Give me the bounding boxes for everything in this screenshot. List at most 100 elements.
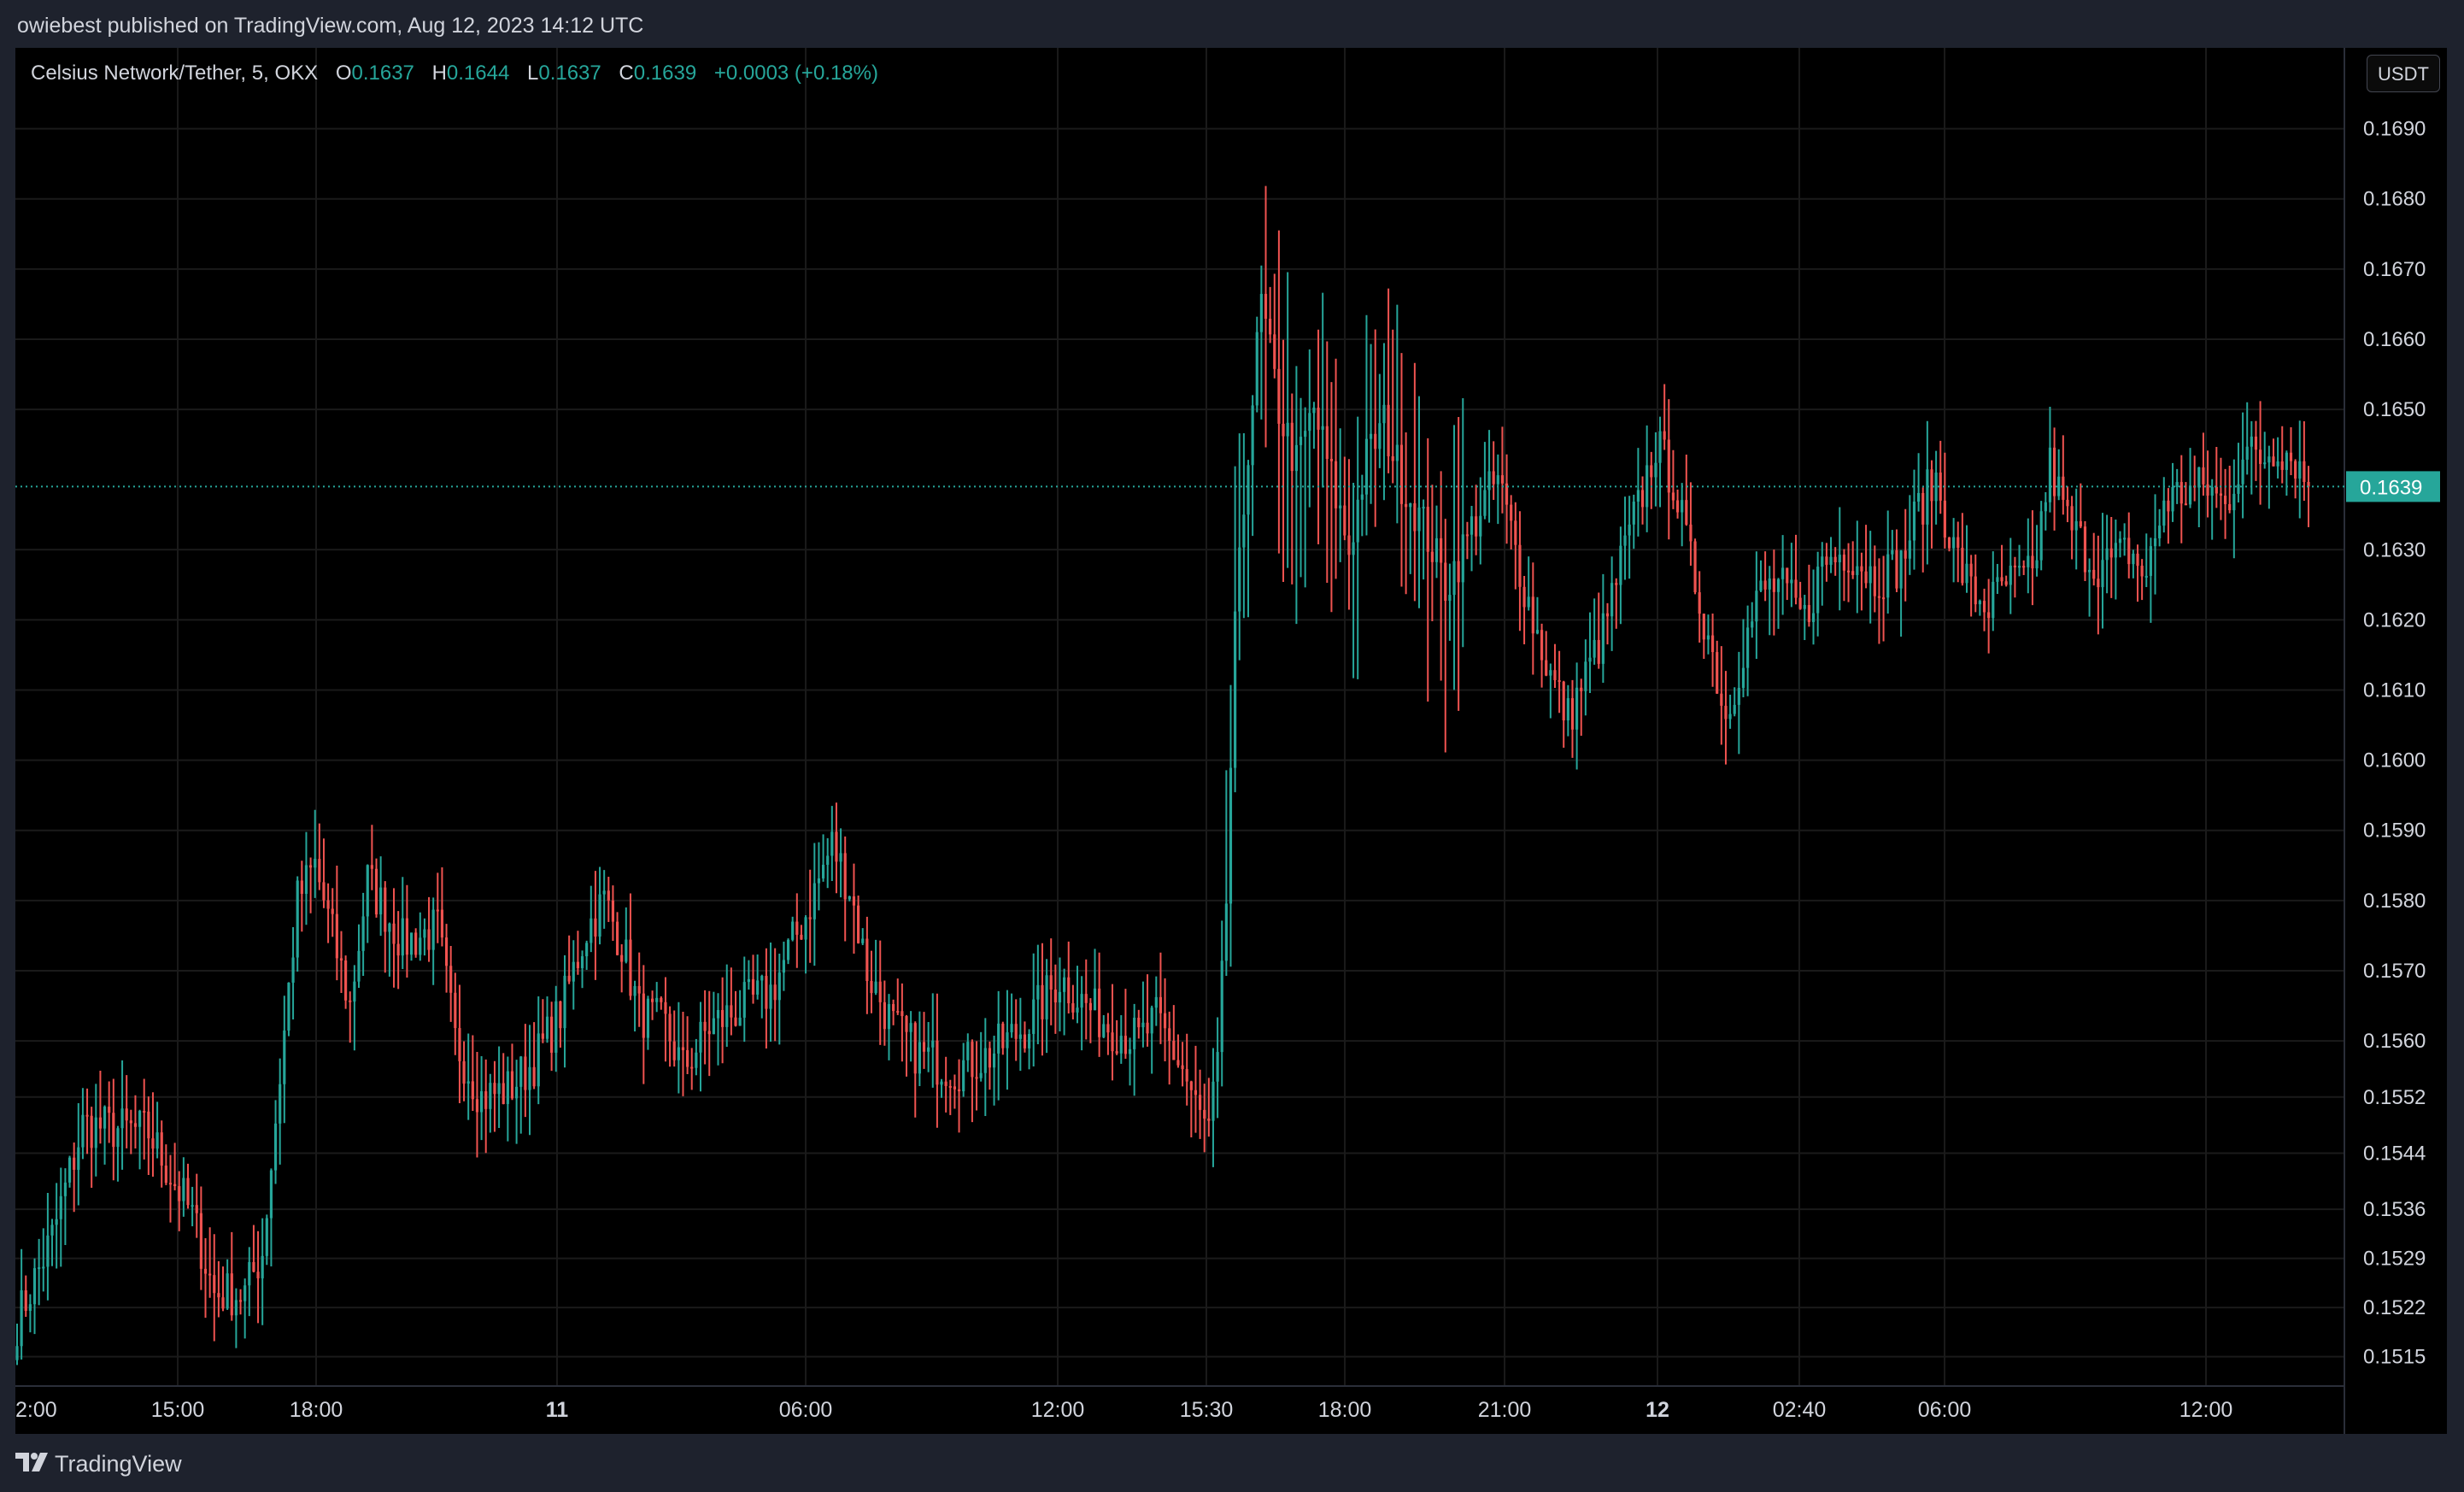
candle-body	[454, 992, 457, 1029]
candle-body	[1141, 1022, 1145, 1028]
candle-body	[594, 918, 597, 937]
candle-body	[519, 1056, 523, 1087]
brand-name[interactable]: TradingView	[55, 1451, 182, 1477]
candle-body	[1798, 597, 1802, 609]
candle-body	[545, 1016, 549, 1039]
candle-body	[1036, 984, 1040, 1000]
candle-body	[686, 1049, 689, 1067]
candle-body	[625, 939, 628, 962]
candle-body	[1224, 903, 1228, 961]
candle-body	[2210, 486, 2214, 496]
candle-body	[1540, 630, 1544, 661]
candle-body	[1650, 465, 1653, 478]
candle-body	[1010, 1024, 1013, 1033]
price-tick-label: 0.1650	[2363, 398, 2426, 421]
candle-body	[966, 1042, 970, 1060]
currency-button[interactable]: USDT	[2367, 55, 2440, 92]
candle-body	[164, 1166, 167, 1184]
candle-body	[1562, 681, 1565, 721]
candle-body	[1930, 469, 1933, 502]
candle-body	[1969, 563, 1973, 577]
candle-body	[1189, 1081, 1193, 1090]
candle-body	[1448, 595, 1452, 602]
candle-body	[2206, 484, 2209, 496]
price-tick-label: 0.1544	[2363, 1142, 2426, 1165]
candle-body	[471, 1081, 474, 1100]
publish-info-bar: owiebest published on TradingView.com, A…	[0, 0, 2464, 48]
candle-body	[409, 932, 414, 955]
candle-body	[1426, 507, 1429, 552]
candle-body	[143, 1111, 146, 1113]
candlestick-chart[interactable]: 0.1690 0.1680 0.1670 0.1660 0.1650 0.1630 0.16…	[15, 48, 2447, 1434]
candle-body	[1347, 535, 1351, 555]
candle-body	[77, 1147, 80, 1170]
candle-body	[690, 1066, 694, 1069]
candle-body	[1952, 537, 1956, 549]
candle-body	[922, 1042, 926, 1052]
candle-body	[1580, 687, 1583, 691]
candle-body	[1886, 554, 1890, 598]
symbol-name[interactable]: Celsius Network/Tether, 5, OKX	[31, 62, 319, 85]
candle-body	[392, 923, 396, 944]
close-label: C	[619, 62, 634, 85]
symbol-legend[interactable]: Celsius Network/Tether, 5, OKX O0.1637 H…	[31, 62, 878, 85]
time-tick-label: 21:00	[1478, 1398, 1532, 1422]
candle-body	[1413, 502, 1417, 532]
candle-body	[1663, 431, 1666, 440]
candle-body	[1444, 562, 1447, 602]
candle-body	[1032, 999, 1035, 1034]
candle-body	[2267, 456, 2271, 463]
time-tick-label: 12	[1646, 1398, 1669, 1422]
candle-body	[133, 1123, 138, 1127]
candle-body	[528, 1066, 531, 1090]
candle-body	[405, 918, 408, 955]
candle-body	[1194, 1090, 1198, 1096]
time-tick-label: 06:00	[779, 1398, 833, 1422]
chart-panel[interactable]: 0.1690 0.1680 0.1670 0.1660 0.1650 0.1630 0.16…	[15, 48, 2447, 1434]
time-tick-label: 18:00	[290, 1398, 343, 1422]
candle-body	[2079, 520, 2082, 527]
candle-body	[2048, 447, 2052, 502]
candle-body	[1693, 541, 1697, 593]
candle-body	[1128, 1049, 1132, 1054]
candle-body	[283, 1030, 286, 1084]
candle-body	[2184, 503, 2188, 506]
candle-body	[857, 905, 860, 943]
candle-body	[936, 1040, 939, 1085]
candle-body	[655, 997, 659, 1002]
candle-body	[909, 1023, 912, 1032]
close-value: 0.1639	[633, 62, 697, 85]
candle-body	[147, 1111, 150, 1139]
candle-body	[1329, 459, 1334, 461]
candle-body	[1251, 405, 1254, 466]
candle-body	[672, 1041, 676, 1060]
candle-body	[1111, 1032, 1114, 1052]
candle-body	[2197, 467, 2201, 488]
candle-body	[590, 918, 593, 943]
candle-body	[28, 1304, 32, 1312]
candle-body	[1846, 570, 1851, 573]
candle-body	[2294, 461, 2297, 479]
candle-body	[1899, 550, 1903, 589]
candle-body	[1658, 431, 1662, 463]
candle-body	[1409, 502, 1412, 508]
price-tick-label: 0.1580	[2363, 890, 2426, 913]
candle-body	[1768, 578, 1771, 590]
candle-body	[1216, 1052, 1219, 1082]
candle-body	[1588, 657, 1592, 662]
candle-body	[1790, 579, 1793, 584]
candle-body	[1076, 1007, 1079, 1013]
candle-body	[843, 853, 847, 900]
candle-body	[1399, 444, 1404, 504]
price-tick-label: 0.1536	[2363, 1198, 2426, 1221]
candle-body	[419, 937, 422, 955]
candle-body	[493, 1083, 496, 1095]
candle-body	[1807, 605, 1810, 622]
candle-body	[2118, 538, 2122, 543]
candle-body	[1535, 630, 1540, 634]
candle-body	[1724, 705, 1728, 720]
candle-body	[2088, 569, 2091, 573]
candle-body	[1181, 1065, 1184, 1070]
candle-body	[1014, 1024, 1018, 1039]
tradingview-logo-icon[interactable]	[15, 1453, 50, 1473]
